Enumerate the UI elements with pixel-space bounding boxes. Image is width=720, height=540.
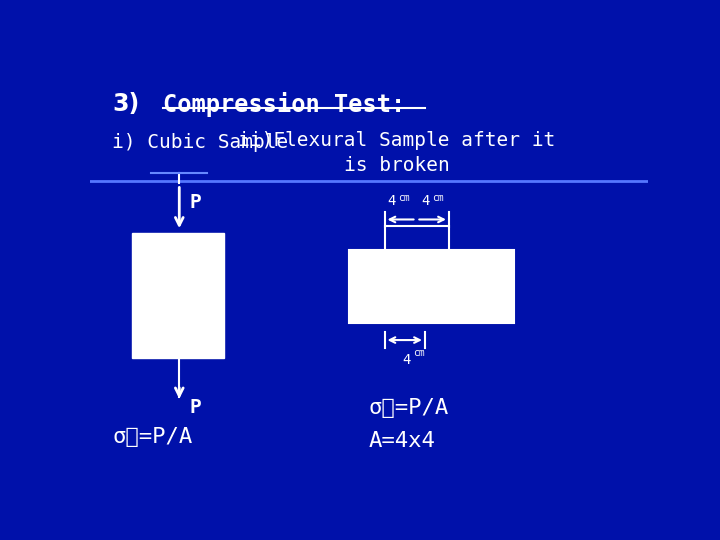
Text: 4: 4	[421, 194, 429, 208]
Text: 3): 3)	[112, 92, 140, 116]
Text: P: P	[189, 399, 201, 417]
Bar	[132, 233, 224, 358]
Text: 4: 4	[402, 353, 410, 367]
Bar	[384, 226, 449, 250]
Bar	[349, 250, 514, 322]
Text: cm: cm	[432, 193, 444, 203]
Text: ii)Flexural Sample after it: ii)Flexural Sample after it	[238, 131, 556, 150]
Text: σᴄ=P/A: σᴄ=P/A	[369, 398, 449, 418]
Text: Compression Test:: Compression Test:	[163, 92, 405, 117]
Text: cm: cm	[399, 193, 410, 203]
Text: σᴄ=P/A: σᴄ=P/A	[112, 427, 192, 447]
Text: A=4x4: A=4x4	[369, 431, 436, 451]
Text: i) Cubic Sample: i) Cubic Sample	[112, 133, 289, 152]
Text: 4: 4	[387, 194, 396, 208]
Text: is broken: is broken	[344, 156, 450, 176]
Text: P: P	[189, 193, 201, 212]
Text: cm: cm	[413, 348, 425, 357]
